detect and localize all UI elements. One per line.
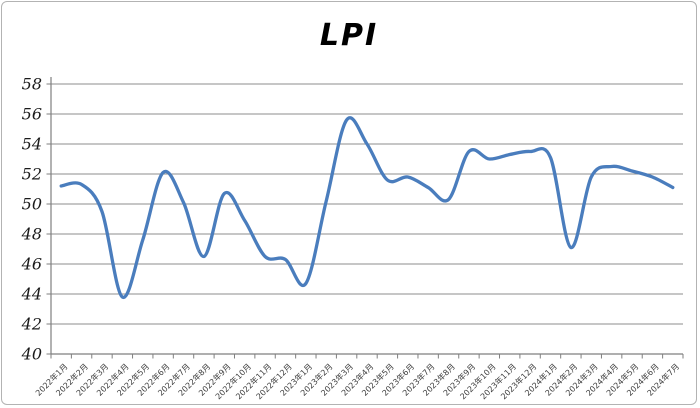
y-axis-label: 56 <box>22 105 42 124</box>
chart-title: LPI <box>319 18 379 53</box>
y-axis-label: 58 <box>22 75 42 94</box>
lpi-series-line <box>59 116 675 299</box>
y-axis-label: 40 <box>21 345 42 364</box>
y-axis-label: 42 <box>21 315 42 334</box>
y-axis-label: 50 <box>22 195 42 214</box>
y-axis-label: 48 <box>21 225 42 244</box>
y-axis-label: 44 <box>21 285 42 304</box>
y-axis-label: 54 <box>22 135 42 154</box>
y-axis-label: 46 <box>21 255 42 274</box>
y-axis-label: 52 <box>22 165 42 184</box>
